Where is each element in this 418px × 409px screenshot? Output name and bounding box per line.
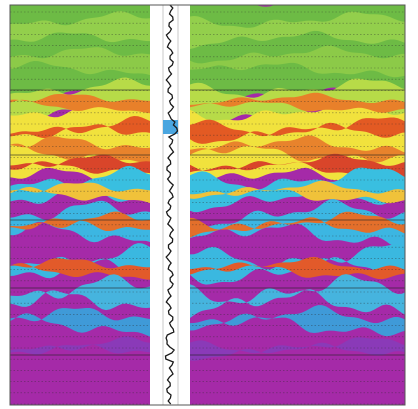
yellow-streak — [10, 180, 405, 205]
orange-streak — [10, 92, 405, 114]
orange-streak — [10, 211, 405, 240]
blue-streak — [10, 305, 405, 338]
red-streak — [10, 116, 405, 144]
violet-streak — [10, 336, 405, 361]
horizon-lines — [10, 11, 405, 405]
cyan-streak — [10, 243, 405, 285]
cyan-streak — [10, 165, 405, 213]
cyan-streak — [10, 199, 405, 251]
well-log-curve — [164, 4, 179, 405]
light-green-streak — [10, 45, 405, 79]
red-streak — [10, 256, 405, 280]
frame — [9, 4, 406, 406]
cyan-streak — [10, 274, 405, 322]
red-streak — [10, 153, 405, 180]
well-track — [150, 4, 190, 405]
amplitude-layers — [10, 5, 405, 405]
light-green-streak — [10, 11, 405, 50]
